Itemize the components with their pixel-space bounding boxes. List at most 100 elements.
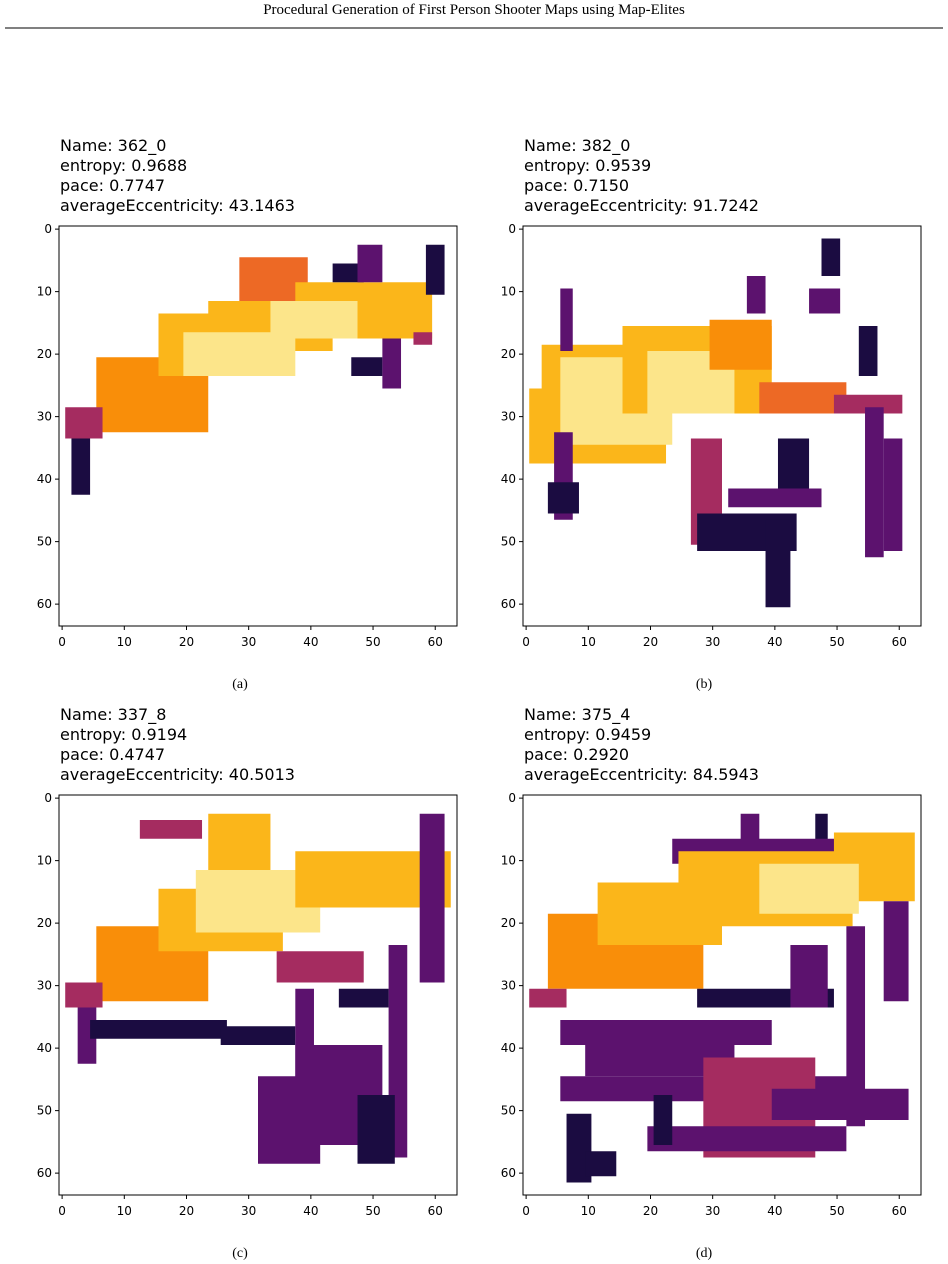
x-tick-label: 10 — [581, 635, 596, 649]
heat-region — [809, 288, 841, 314]
heat-region — [865, 407, 884, 558]
y-tick-label: 0 — [44, 791, 52, 805]
panel-title-line: Name: 337_8 — [60, 705, 166, 725]
x-tick-label: 30 — [705, 1204, 720, 1218]
panel-title-line: averageEccentricity: 91.7242 — [524, 196, 759, 215]
x-tick-label: 20 — [643, 1204, 658, 1218]
heat-region — [771, 1088, 909, 1120]
heat-region — [821, 238, 841, 276]
x-tick-label: 0 — [58, 1204, 66, 1218]
x-tick-label: 0 — [522, 1204, 530, 1218]
y-tick-label: 40 — [501, 472, 516, 486]
heat-region — [425, 244, 445, 295]
y-tick-label: 30 — [37, 410, 52, 424]
heat-region — [419, 813, 445, 983]
heat-region — [220, 1026, 296, 1045]
heat-region — [777, 438, 810, 489]
x-tick-label: 40 — [767, 635, 782, 649]
heat-region — [585, 1151, 617, 1177]
x-tick-label: 40 — [303, 1204, 318, 1218]
panel-title-line: pace: 0.2920 — [524, 745, 629, 764]
x-tick-label: 20 — [179, 1204, 194, 1218]
y-tick-label: 50 — [37, 1104, 52, 1118]
heat-region — [139, 820, 203, 839]
heat-region — [728, 488, 822, 508]
y-tick-label: 60 — [37, 597, 52, 611]
heat-region — [357, 1095, 395, 1164]
heat-region — [560, 1020, 772, 1045]
heat-region — [759, 382, 847, 414]
x-tick-label: 30 — [241, 635, 256, 649]
heat-region — [413, 332, 433, 345]
heat-region — [338, 988, 389, 1008]
y-tick-label: 30 — [37, 979, 52, 993]
heat-region — [65, 982, 103, 1008]
y-tick-label: 0 — [508, 791, 516, 805]
x-tick-label: 10 — [117, 635, 132, 649]
y-tick-label: 20 — [37, 916, 52, 930]
y-tick-label: 60 — [501, 1166, 516, 1180]
x-tick-label: 10 — [117, 1204, 132, 1218]
plot-frame — [58, 794, 458, 1196]
heat-region — [746, 276, 766, 314]
y-tick-label: 20 — [501, 347, 516, 361]
panel-title-line: entropy: 0.9688 — [60, 156, 187, 175]
panel-title-line: Name: 362_0 — [60, 136, 166, 156]
y-tick-label: 60 — [501, 597, 516, 611]
heat-region — [276, 951, 364, 983]
heat-region — [547, 482, 579, 514]
x-tick-label: 30 — [705, 635, 720, 649]
x-tick-label: 60 — [892, 1204, 907, 1218]
heat-region — [90, 1020, 227, 1039]
x-tick-label: 10 — [581, 1204, 596, 1218]
y-tick-label: 50 — [501, 535, 516, 549]
y-tick-label: 0 — [44, 222, 52, 236]
y-tick-label: 60 — [37, 1166, 52, 1180]
y-tick-label: 40 — [37, 1041, 52, 1055]
heat-region — [647, 1126, 847, 1152]
x-tick-label: 40 — [303, 635, 318, 649]
x-tick-label: 0 — [522, 635, 530, 649]
x-tick-label: 0 — [58, 635, 66, 649]
y-tick-label: 40 — [37, 472, 52, 486]
caption: (a) — [232, 677, 248, 692]
panel-title-line: averageEccentricity: 84.5943 — [524, 765, 759, 784]
heat-region — [653, 1095, 673, 1145]
y-tick-label: 10 — [37, 854, 52, 868]
heat-region — [71, 438, 91, 495]
panel-title-line: pace: 0.4747 — [60, 745, 165, 764]
x-tick-label: 60 — [892, 635, 907, 649]
y-tick-label: 10 — [501, 854, 516, 868]
heat-region — [332, 263, 364, 283]
y-tick-label: 20 — [37, 347, 52, 361]
heat-region — [883, 901, 909, 1002]
heat-region — [382, 338, 402, 389]
x-tick-label: 60 — [428, 635, 443, 649]
heat-region — [183, 332, 296, 376]
heat-region — [357, 244, 383, 283]
y-tick-label: 10 — [501, 285, 516, 299]
heat-region — [858, 326, 878, 376]
panel-title-line: averageEccentricity: 43.1463 — [60, 196, 295, 215]
heat-region — [529, 988, 567, 1008]
heat-region — [270, 301, 358, 339]
x-tick-label: 20 — [179, 635, 194, 649]
panel-title-line: pace: 0.7747 — [60, 176, 165, 195]
heat-region — [759, 863, 859, 914]
plot-frame — [522, 225, 922, 627]
heat-region — [765, 519, 791, 608]
caption: (c) — [232, 1246, 248, 1261]
y-tick-label: 20 — [501, 916, 516, 930]
heat-region — [790, 945, 828, 1008]
panel-title-line: pace: 0.7150 — [524, 176, 629, 195]
panel-title-line: averageEccentricity: 40.5013 — [60, 765, 295, 784]
x-tick-label: 30 — [241, 1204, 256, 1218]
x-tick-label: 20 — [643, 635, 658, 649]
caption: (d) — [696, 1246, 713, 1261]
x-tick-label: 60 — [428, 1204, 443, 1218]
y-tick-label: 50 — [501, 1104, 516, 1118]
x-tick-label: 40 — [767, 1204, 782, 1218]
y-tick-label: 30 — [501, 979, 516, 993]
